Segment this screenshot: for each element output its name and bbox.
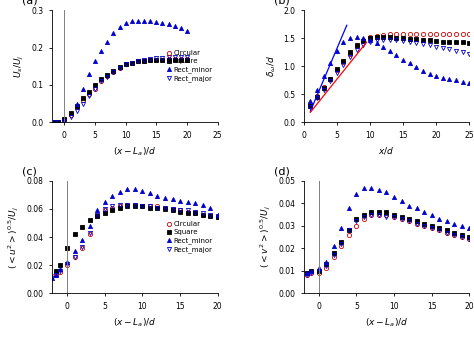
- X-axis label: $(x-L_a)/d$: $(x-L_a)/d$: [365, 316, 408, 329]
- X-axis label: $(x-L_a)/d$: $(x-L_a)/d$: [113, 145, 156, 158]
- X-axis label: $x/d$: $x/d$: [378, 145, 395, 156]
- Legend: Circular, Square, Rect_minor, Rect_major: Circular, Square, Rect_minor, Rect_major: [164, 220, 214, 254]
- Text: (c): (c): [22, 166, 37, 176]
- Legend: Circular, Square, Rect_minor, Rect_major: Circular, Square, Rect_minor, Rect_major: [164, 49, 214, 84]
- Y-axis label: $(<v^2>)^{0.5}/U_j$: $(<v^2>)^{0.5}/U_j$: [258, 206, 273, 269]
- Y-axis label: $(<u^2>)^{0.5}/U_j$: $(<u^2>)^{0.5}/U_j$: [7, 206, 21, 269]
- Text: (d): (d): [274, 166, 290, 176]
- X-axis label: $(x-L_a)/d$: $(x-L_a)/d$: [113, 316, 156, 329]
- Text: (a): (a): [22, 0, 38, 6]
- Y-axis label: $U_s/U_j$: $U_s/U_j$: [13, 55, 26, 78]
- Text: (b): (b): [274, 0, 290, 6]
- Y-axis label: $\delta_{\omega}/d$: $\delta_{\omega}/d$: [265, 55, 278, 77]
